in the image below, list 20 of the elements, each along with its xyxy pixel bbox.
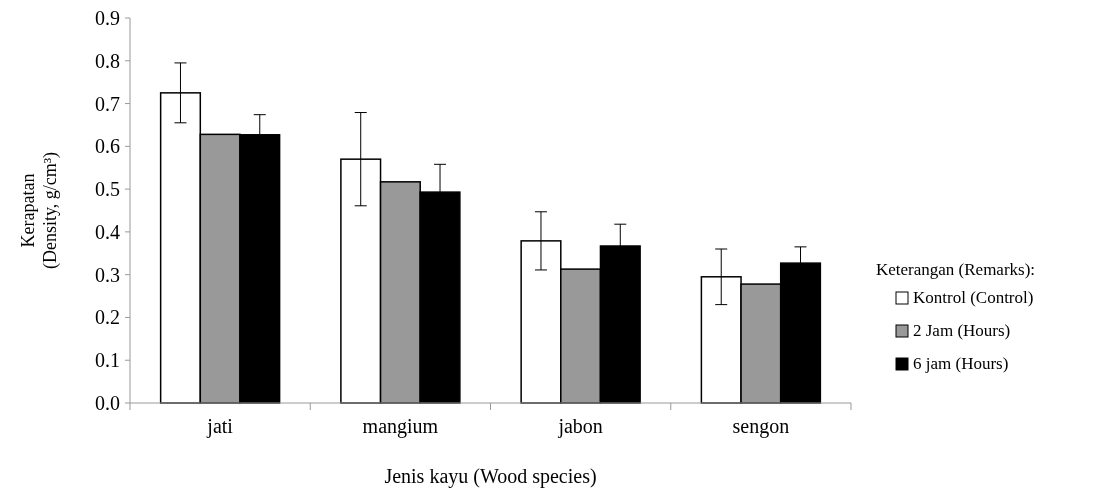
legend-title: Keterangan (Remarks):: [876, 260, 1036, 279]
y-axis-title: Kerapatan (Density, g/cm³): [18, 151, 61, 270]
legend-label: Kontrol (Control): [913, 288, 1034, 307]
y-tick-label: 0.6: [95, 135, 120, 158]
legend-label: 2 Jam (Hours): [913, 321, 1011, 340]
y-tick-label: 0.1: [95, 349, 120, 372]
x-tick-label: sengon: [732, 415, 790, 438]
x-tick-label: jati: [206, 415, 234, 438]
y-tick-label: 0.8: [95, 49, 120, 72]
y-tick-label: 0.9: [95, 7, 120, 29]
legend-label: 6 jam (Hours): [913, 354, 1009, 373]
x-tick-label: jabon: [557, 415, 603, 438]
y-tick-label: 0.7: [95, 92, 120, 115]
x-axis-title: Jenis kayu (Wood species): [384, 465, 597, 488]
y-tick-label: 0.5: [95, 178, 120, 201]
y-tick-label: 0.3: [95, 263, 120, 286]
x-tick-label: mangium: [362, 415, 439, 438]
y-tick-label: 0.4: [95, 220, 120, 243]
y-tick-label: 0.2: [95, 306, 120, 329]
text: 0.0: [95, 392, 120, 414]
